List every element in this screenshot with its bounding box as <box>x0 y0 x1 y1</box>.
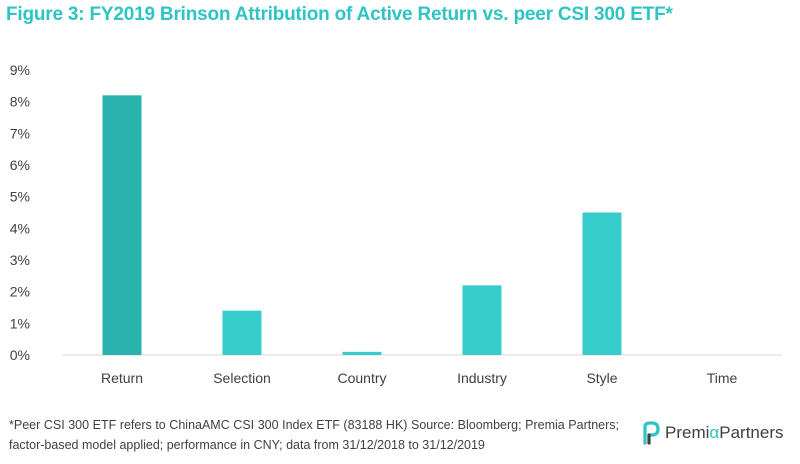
premia-logo-icon <box>643 421 660 445</box>
logo-text-premi: Premi <box>665 423 710 442</box>
x-tick-label: Time <box>707 370 738 386</box>
y-tick-label: 5% <box>10 189 30 205</box>
y-tick-label: 0% <box>10 347 30 363</box>
x-tick-label: Industry <box>457 370 507 386</box>
footnote: *Peer CSI 300 ETF refers to ChinaAMC CSI… <box>9 418 619 452</box>
x-tick-label: Style <box>586 370 617 386</box>
y-tick-label: 9% <box>10 62 30 78</box>
y-tick-label: 1% <box>10 315 30 331</box>
bar-chart: 0% 1% 2% 3% 4% 5% 6% 7% 8% 9% Return Selection Coun… <box>10 62 782 386</box>
bar-industry <box>462 285 502 355</box>
x-tick-label: Selection <box>213 370 271 386</box>
y-tick-label: 8% <box>10 94 30 110</box>
y-tick-label: 4% <box>10 220 30 236</box>
x-tick-label: Country <box>337 370 386 386</box>
x-axis-labels: Return Selection Country Industry Style Time <box>101 370 738 386</box>
bar-country <box>342 351 382 355</box>
y-axis-ticks: 0% 1% 2% 3% 4% 5% 6% 7% 8% 9% <box>10 62 30 363</box>
y-tick-label: 2% <box>10 284 30 300</box>
bar-style <box>582 212 622 355</box>
y-tick-label: 6% <box>10 157 30 173</box>
x-tick-label: Return <box>101 370 143 386</box>
logo-alpha: α <box>709 423 720 442</box>
bar-selection <box>222 310 262 355</box>
logo-text-partners: Partners <box>719 423 784 442</box>
y-tick-label: 7% <box>10 125 30 141</box>
bar-return <box>102 95 142 355</box>
bars <box>102 95 622 355</box>
chart-title: Figure 3: FY2019 Brinson Attribution of … <box>6 4 673 25</box>
y-tick-label: 3% <box>10 252 30 268</box>
premia-partners-logo: Premi α Partners <box>641 420 783 446</box>
